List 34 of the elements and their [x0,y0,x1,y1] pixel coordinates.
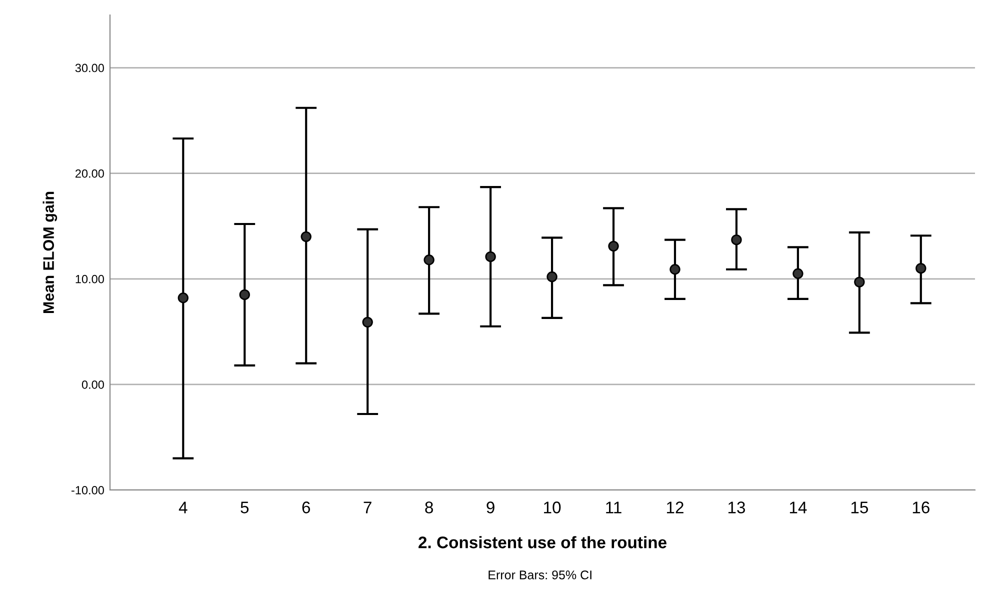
point [362,316,373,328]
x-tick-label: 10 [544,502,561,514]
point [854,276,865,288]
point [178,292,189,304]
point [485,251,496,262]
y-tick-label: 20.00 [76,169,104,178]
point [792,268,804,279]
point [670,264,680,275]
x-tick-label: 16 [912,502,930,514]
y-tick-label: -10.00 [72,486,104,494]
text: Error Bars: 95% CI [488,570,592,580]
x-tick-label: 14 [790,502,807,514]
x-axis-title: 2. Consistent use of the routine [418,536,666,548]
x-tick-label: 5 [240,502,249,514]
point [300,231,312,242]
point [424,254,434,266]
x-tick-label: 15 [851,502,868,514]
x-tick-label: 12 [666,502,684,514]
y-tick-label: 30.00 [75,64,104,72]
y-axis-title: Mean ELOM gain [42,192,58,314]
point [731,234,742,246]
x-tick-label: 4 [178,502,188,514]
point [608,240,619,252]
point [546,271,558,282]
x-tick-label: 8 [425,502,433,514]
point [239,289,250,300]
x-tick-label: 6 [302,502,310,514]
y-tick-label: 0.00 [82,380,104,389]
x-tick-label: 9 [486,502,494,514]
x-tick-label: 13 [728,502,745,514]
point [916,262,926,274]
x-tick-label: 7 [364,502,372,514]
y-tick-label: 10.00 [76,274,104,284]
x-tick-label: 11 [606,502,622,514]
